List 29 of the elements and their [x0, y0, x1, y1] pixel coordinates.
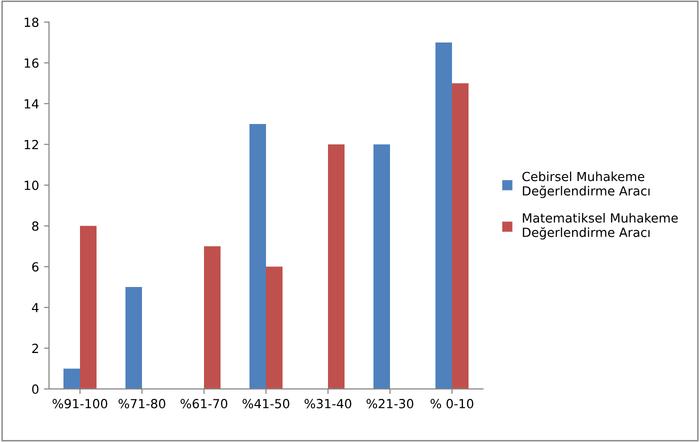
- y-tick-label: 12: [24, 140, 38, 150]
- y-tick-label: 8: [32, 221, 38, 231]
- y-tick-label: 16: [24, 58, 38, 68]
- x-tick-label: % 0-10: [430, 398, 474, 408]
- x-tick-label: %41-50: [242, 398, 290, 408]
- x-tick-label: %31-40: [304, 398, 352, 408]
- y-tick-label: 6: [32, 262, 38, 272]
- y-tick-label: 14: [24, 99, 39, 108]
- y-tick-label: 2: [32, 344, 38, 353]
- y-tick-label: 0: [32, 384, 38, 394]
- bar: [328, 144, 345, 389]
- y-tick-label: 10: [24, 180, 38, 190]
- bar: [204, 246, 221, 389]
- bar: [452, 83, 469, 389]
- bar: [63, 368, 80, 389]
- bar: [373, 144, 390, 389]
- bar: [125, 287, 142, 389]
- x-tick-label: %21-30: [366, 398, 414, 408]
- bar: [80, 226, 97, 389]
- y-tick-label: 4: [32, 303, 39, 312]
- y-tick-label: 18: [24, 18, 38, 28]
- x-tick-label: %61-70: [180, 398, 228, 408]
- legend-label: Cebirsel Muhakeme Değerlendirme Aracı: [522, 172, 650, 198]
- x-tick-label: %71-80: [118, 398, 166, 408]
- bar: [249, 124, 266, 389]
- bar: [435, 42, 452, 389]
- legend-label: Matematiksel Muhakeme Değerlendirme Aracı: [522, 213, 678, 240]
- bar: [266, 266, 283, 389]
- x-tick-label: %91-100: [52, 398, 108, 408]
